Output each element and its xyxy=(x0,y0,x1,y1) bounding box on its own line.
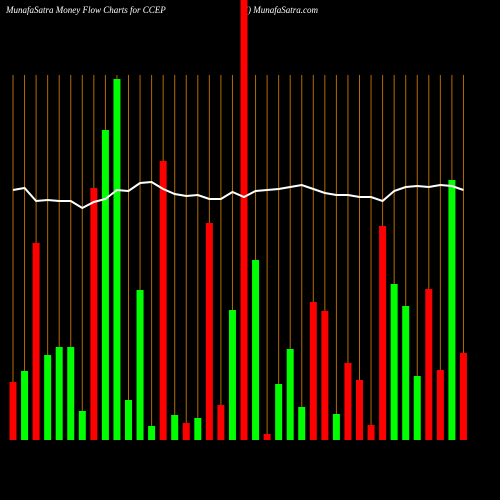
bar xyxy=(125,400,132,440)
bar xyxy=(344,363,352,440)
bar xyxy=(332,414,340,440)
bar xyxy=(182,423,190,440)
bar xyxy=(113,79,121,440)
bar xyxy=(67,347,75,440)
bar xyxy=(217,405,225,440)
bar xyxy=(205,223,213,440)
bar xyxy=(436,370,444,440)
bar xyxy=(425,289,433,440)
bar xyxy=(459,353,467,440)
bar xyxy=(9,382,17,440)
bar xyxy=(298,407,306,440)
bar xyxy=(263,434,271,440)
bar xyxy=(356,380,363,440)
bar xyxy=(171,415,179,440)
bar xyxy=(44,355,52,440)
bar xyxy=(321,311,329,440)
plot-area xyxy=(9,0,467,440)
bar xyxy=(402,306,410,440)
bar xyxy=(159,161,167,440)
bar xyxy=(252,260,260,440)
bar xyxy=(78,411,86,440)
bar xyxy=(148,426,156,440)
bar xyxy=(136,290,144,440)
bar xyxy=(194,418,202,440)
bar xyxy=(413,376,421,440)
chart-subtitle: () MunafaSatra.com xyxy=(245,5,318,15)
bar xyxy=(228,310,236,440)
bar xyxy=(32,243,40,440)
bar xyxy=(309,302,317,440)
bar xyxy=(21,371,29,440)
bar xyxy=(448,180,456,440)
bar xyxy=(286,349,294,440)
bar xyxy=(90,188,98,440)
bar xyxy=(55,347,63,440)
bar xyxy=(379,226,387,440)
bar xyxy=(390,284,398,440)
bar xyxy=(275,384,283,440)
money-flow-line xyxy=(12,180,464,210)
bar xyxy=(367,425,375,440)
chart-title: MunafaSatra Money Flow Charts for CCEP xyxy=(5,5,166,15)
bar xyxy=(101,130,109,440)
bar xyxy=(240,0,248,440)
